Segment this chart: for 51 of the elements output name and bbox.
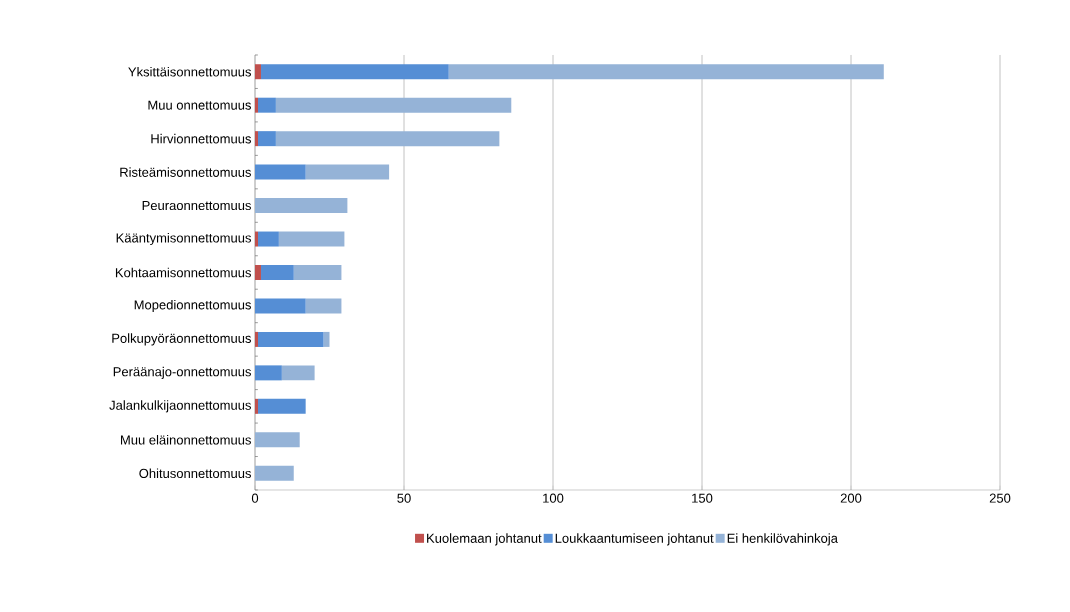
bar — [255, 264, 261, 280]
bar — [255, 331, 258, 347]
bar — [255, 231, 258, 247]
y-tick-label: Ohitusonnettomuus — [139, 468, 251, 479]
bar — [255, 365, 282, 381]
y-tick-label: Hirvionnettomuus — [151, 133, 251, 144]
y-tick-label: Peräänajo-onnettomuus — [113, 366, 251, 379]
y-tick-label: Kääntymisonnettomuus — [116, 232, 251, 246]
bar — [278, 231, 345, 247]
bar — [255, 131, 258, 147]
y-tick-label: Risteämisonnettomuus — [120, 167, 251, 177]
legend-label: Kuolemaan johtanut — [427, 533, 542, 546]
bar — [257, 131, 276, 147]
y-tick-label: Muu eläinonnettomuus — [121, 435, 251, 445]
y-tick-label: Muu onnettomuus — [148, 100, 251, 110]
y-tick-label: Kohtaamisonnettomuus — [115, 267, 251, 278]
bar — [255, 298, 306, 314]
x-tick-label: 50 — [397, 493, 411, 503]
y-tick-label: Peuraonnettomuus — [142, 201, 251, 211]
bar — [257, 97, 276, 113]
bar — [255, 97, 258, 113]
y-tick-label: Mopedionnettomuus — [134, 299, 251, 313]
bar — [257, 231, 279, 247]
bar — [255, 465, 294, 481]
bar — [255, 64, 261, 80]
y-tick-label: Yksittäisonnettomuus — [128, 66, 251, 77]
x-tick-label: 100 — [543, 493, 564, 503]
legend-label: Ei henkilövahinkoja — [727, 533, 838, 546]
bar — [257, 398, 306, 414]
bar — [448, 64, 884, 80]
bar — [305, 298, 342, 314]
bar — [260, 64, 449, 80]
x-tick-label: 0 — [251, 493, 259, 503]
bar — [260, 264, 294, 280]
bar — [255, 164, 306, 180]
bar — [275, 131, 500, 147]
x-tick-label: 150 — [692, 493, 713, 503]
bar — [275, 97, 512, 113]
bar — [255, 198, 348, 214]
legend-label: Loukkaantumiseen johtanut — [555, 533, 714, 546]
y-tick-label: Jalankulkijaonnettomuus — [109, 400, 251, 413]
bar — [281, 365, 315, 381]
bar — [255, 432, 300, 448]
y-tick-label: Polkupyöräonnettomuus — [112, 333, 251, 346]
bar — [257, 331, 324, 347]
bar — [255, 398, 258, 414]
bar — [305, 164, 390, 180]
bar — [293, 264, 342, 280]
bar — [323, 331, 330, 347]
x-tick-label: 250 — [989, 493, 1011, 503]
x-tick-label: 200 — [840, 493, 862, 503]
